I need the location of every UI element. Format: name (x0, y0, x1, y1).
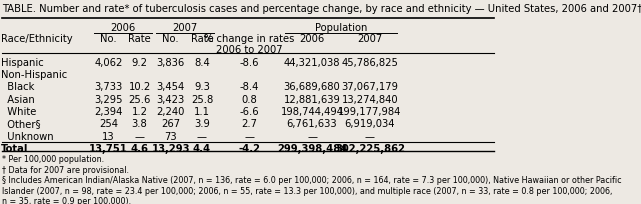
Text: —: — (365, 132, 375, 142)
Text: —: — (245, 132, 254, 142)
Text: 8.4: 8.4 (194, 58, 210, 68)
Text: 9.2: 9.2 (131, 58, 147, 68)
Text: 299,398,484: 299,398,484 (277, 144, 347, 154)
Text: -4.2: -4.2 (238, 144, 261, 154)
Text: n = 35, rate = 0.9 per 100,000).: n = 35, rate = 0.9 per 100,000). (3, 197, 131, 204)
Text: § Includes American Indian/Alaska Native (2007, n = 136, rate = 6.0 per 100,000;: § Includes American Indian/Alaska Native… (3, 176, 622, 185)
Text: Islander (2007, n = 98, rate = 23.4 per 100,000; 2006, n = 55, rate = 13.3 per 1: Islander (2007, n = 98, rate = 23.4 per … (3, 186, 613, 195)
Text: 13,751: 13,751 (89, 144, 128, 154)
Text: TABLE. Number and rate* of tuberculosis cases and percentage change, by race and: TABLE. Number and rate* of tuberculosis … (3, 4, 641, 14)
Text: 2007: 2007 (357, 34, 383, 44)
Text: 2,240: 2,240 (156, 107, 185, 117)
Text: 36,689,680: 36,689,680 (284, 82, 340, 92)
Text: 3,836: 3,836 (156, 58, 185, 68)
Text: Population: Population (315, 23, 367, 33)
Text: 3,733: 3,733 (94, 82, 122, 92)
Text: 2006: 2006 (110, 23, 135, 33)
Text: -6.6: -6.6 (240, 107, 260, 117)
Text: 254: 254 (99, 119, 118, 129)
Text: 37,067,179: 37,067,179 (342, 82, 399, 92)
Text: 4,062: 4,062 (94, 58, 122, 68)
Text: 1.2: 1.2 (131, 107, 147, 117)
Text: —: — (197, 132, 207, 142)
Text: 9.3: 9.3 (194, 82, 210, 92)
Text: Rate: Rate (128, 34, 151, 44)
Text: Asian: Asian (1, 95, 35, 105)
Text: 25.8: 25.8 (191, 95, 213, 105)
Text: No.: No. (162, 34, 179, 44)
Text: Other§: Other§ (1, 119, 40, 129)
Text: —: — (307, 132, 317, 142)
Text: 199,177,984: 199,177,984 (338, 107, 402, 117)
Text: 302,225,862: 302,225,862 (335, 144, 405, 154)
Text: Unknown: Unknown (1, 132, 54, 142)
Text: 13,293: 13,293 (151, 144, 190, 154)
Text: Black: Black (1, 82, 35, 92)
Text: 4.4: 4.4 (193, 144, 211, 154)
Text: 13: 13 (102, 132, 115, 142)
Text: 3,454: 3,454 (156, 82, 185, 92)
Text: 6,761,633: 6,761,633 (287, 119, 337, 129)
Text: † Data for 2007 are provisional.: † Data for 2007 are provisional. (3, 165, 129, 174)
Text: Race/Ethnicity: Race/Ethnicity (1, 34, 72, 44)
Text: 3.9: 3.9 (194, 119, 210, 129)
Text: Rate: Rate (190, 34, 213, 44)
Text: * Per 100,000 population.: * Per 100,000 population. (3, 155, 104, 164)
Text: White: White (1, 107, 37, 117)
Text: 198,744,494: 198,744,494 (281, 107, 344, 117)
Text: 4.6: 4.6 (131, 144, 149, 154)
Text: -8.6: -8.6 (240, 58, 260, 68)
Text: 2006: 2006 (299, 34, 325, 44)
Text: 73: 73 (165, 132, 177, 142)
Text: 44,321,038: 44,321,038 (284, 58, 340, 68)
Text: 267: 267 (161, 119, 180, 129)
Text: 6,919,034: 6,919,034 (345, 119, 395, 129)
Text: Hispanic: Hispanic (1, 58, 44, 68)
Text: Non-Hispanic: Non-Hispanic (1, 70, 67, 80)
Text: 2.7: 2.7 (242, 119, 258, 129)
Text: 25.6: 25.6 (128, 95, 151, 105)
Text: Total: Total (1, 144, 28, 154)
Text: 2007: 2007 (172, 23, 197, 33)
Text: No.: No. (100, 34, 117, 44)
Text: —: — (135, 132, 145, 142)
Text: 0.8: 0.8 (242, 95, 258, 105)
Text: 1.1: 1.1 (194, 107, 210, 117)
Text: 3,295: 3,295 (94, 95, 122, 105)
Text: -8.4: -8.4 (240, 82, 260, 92)
Text: 2,394: 2,394 (94, 107, 122, 117)
Text: 10.2: 10.2 (128, 82, 151, 92)
Text: 12,881,639: 12,881,639 (283, 95, 340, 105)
Text: 3,423: 3,423 (156, 95, 185, 105)
Text: 13,274,840: 13,274,840 (342, 95, 398, 105)
Text: % change in rates
2006 to 2007: % change in rates 2006 to 2007 (204, 34, 295, 55)
Text: 3.8: 3.8 (131, 119, 147, 129)
Text: 45,786,825: 45,786,825 (342, 58, 399, 68)
